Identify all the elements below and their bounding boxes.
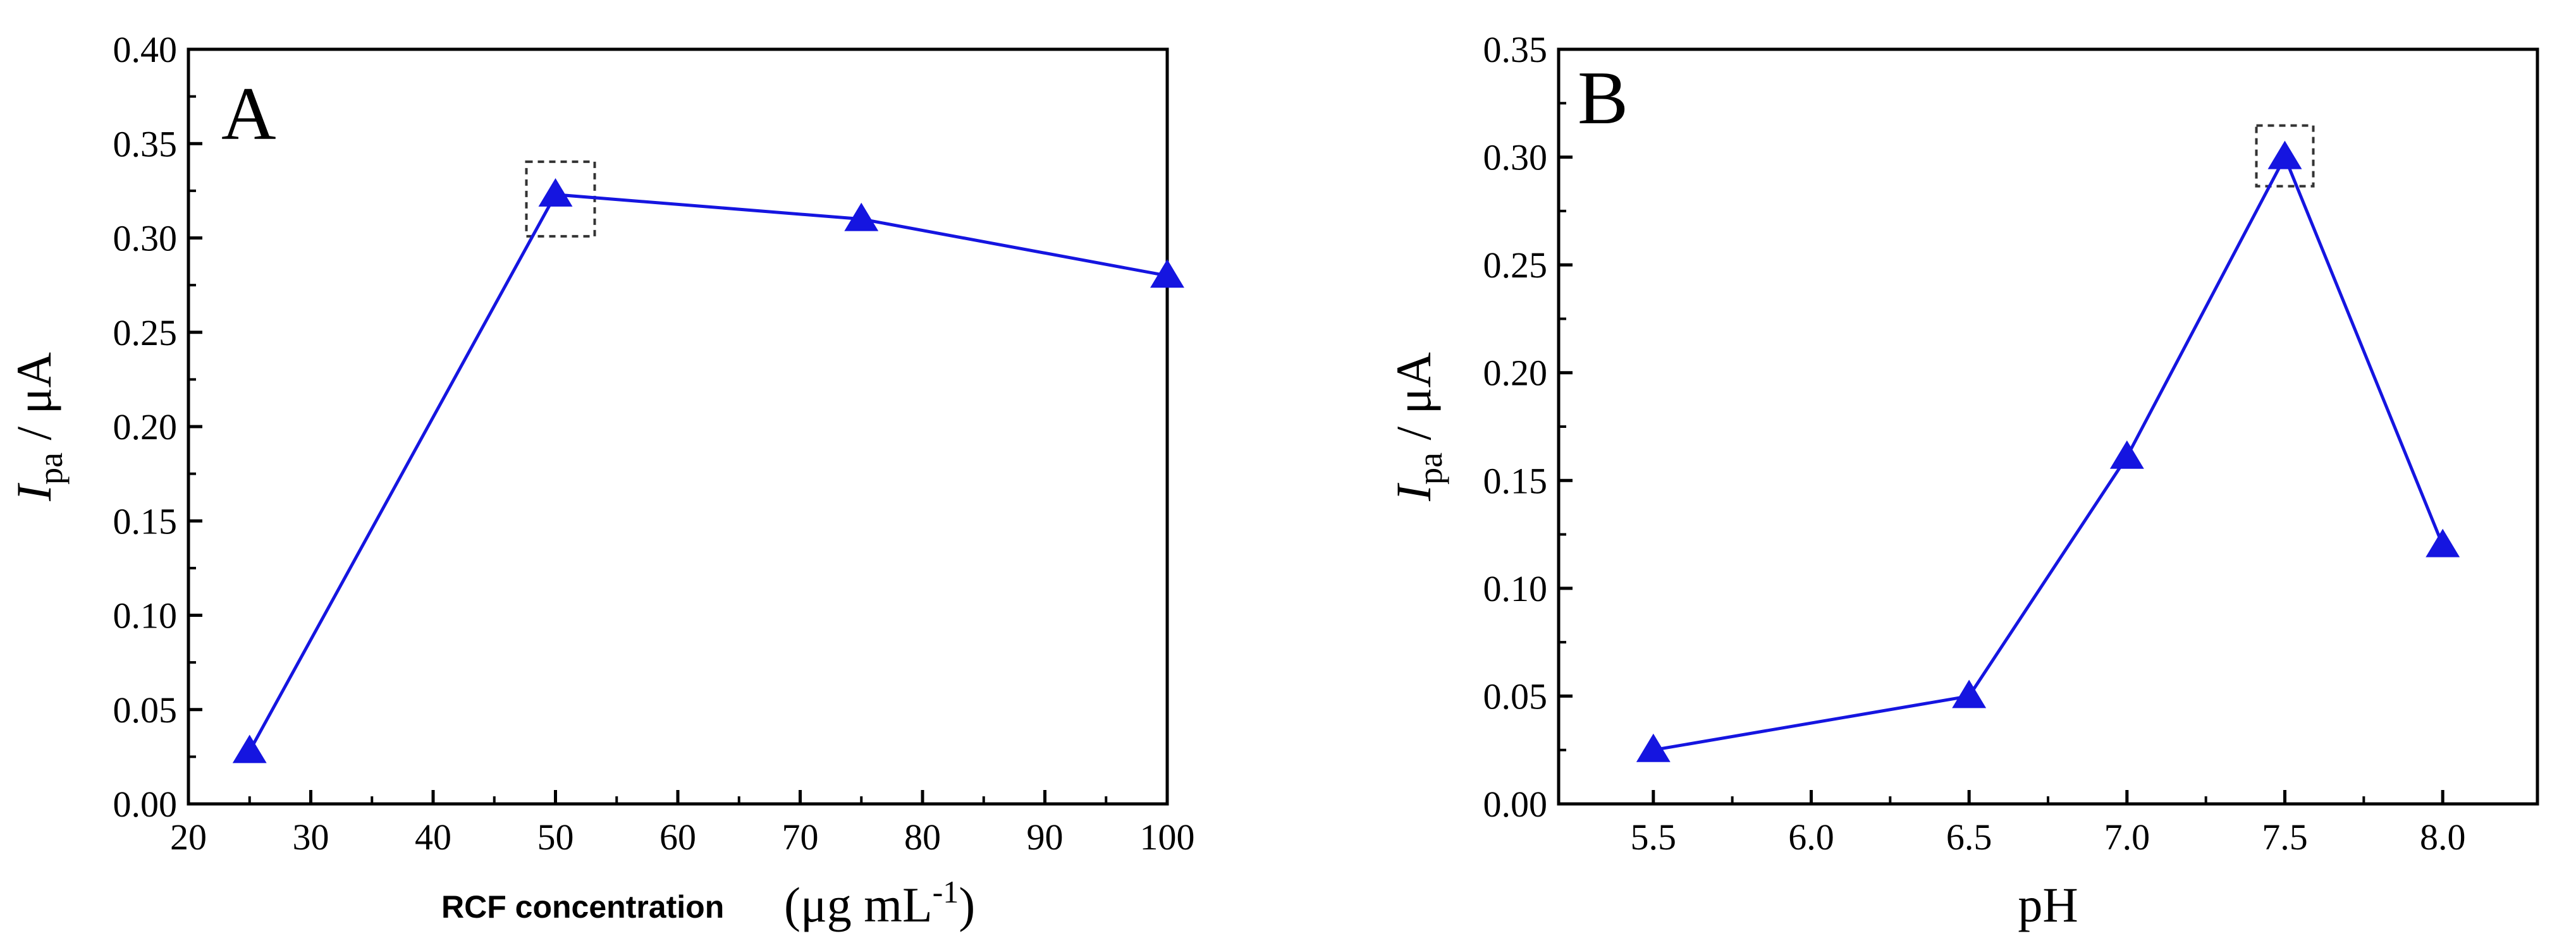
x-tick-label-a: 30 — [293, 817, 329, 858]
x-tick-label-a: 80 — [904, 817, 941, 858]
x-tick-label-b: 5.5 — [1631, 817, 1677, 858]
x-tick-label-b: 6.0 — [1788, 817, 1834, 858]
x-axis-unit-close-a: ) — [959, 877, 975, 932]
y-tick-label-a: 0.25 — [113, 312, 178, 353]
x-tick-label-a: 20 — [170, 817, 207, 858]
y-axis-unit-a: / μA — [6, 352, 61, 453]
y-axis-symbol-a: I — [6, 482, 61, 502]
x-tick-label-b: 8.0 — [2420, 817, 2466, 858]
data-point-b — [2267, 140, 2302, 169]
y-tick-label-b: 0.10 — [1483, 568, 1548, 609]
y-tick-label-a: 0.15 — [113, 501, 178, 542]
x-axis-unit-open-a: (μg mL — [784, 877, 933, 932]
y-tick-label-a: 0.05 — [113, 690, 178, 731]
x-tick-label-a: 100 — [1140, 817, 1195, 858]
y-tick-label-b: 0.15 — [1483, 460, 1548, 501]
y-axis-subscript-b: pa — [1411, 453, 1449, 485]
svg-text:(μg mL-1): (μg mL-1) — [784, 874, 975, 932]
series-line-a — [248, 193, 1168, 752]
y-tick-label-b: 0.30 — [1483, 137, 1548, 178]
chart-panel-a: 0.00 0.05 0.10 0.15 0.20 0.25 0.30 0.35 0.40 20 30… — [6, 29, 1195, 932]
data-point-b — [2426, 528, 2460, 557]
ticks-b: 0.00 0.05 0.10 0.15 0.20 0.25 0.30 0.35 5.5 6.0 6.… — [1483, 29, 2466, 858]
data-point-a — [844, 202, 879, 231]
series-a — [232, 160, 1184, 763]
y-tick-label-b: 0.35 — [1483, 29, 1548, 70]
y-tick-label-a: 0.10 — [113, 595, 178, 636]
data-point-a — [538, 178, 573, 207]
plot-frame-b — [1557, 47, 2539, 806]
y-axis-symbol-b: I — [1386, 482, 1441, 502]
series-b — [1636, 124, 2460, 762]
x-tick-label-b: 6.5 — [1946, 817, 1992, 858]
plot-frame-a — [187, 47, 1169, 806]
ticks-a: 0.00 0.05 0.10 0.15 0.20 0.25 0.30 0.35 0.40 20 30… — [113, 29, 1195, 858]
panel-label-b: B — [1578, 56, 1628, 140]
x-axis-unit-sup-a: -1 — [933, 874, 959, 909]
y-tick-label-b: 0.00 — [1483, 784, 1548, 825]
y-axis-unit-b: / μA — [1386, 352, 1441, 453]
data-point-b — [1952, 679, 1987, 708]
y-tick-label-b: 0.25 — [1483, 245, 1548, 286]
x-tick-label-a: 90 — [1027, 817, 1064, 858]
x-tick-label-a: 70 — [782, 817, 819, 858]
y-tick-label-a: 0.00 — [113, 784, 178, 825]
svg-text:Ipa / μA: Ipa / μA — [1386, 352, 1449, 502]
data-point-a — [1150, 259, 1184, 288]
optimum-highlight-box-b — [2255, 124, 2315, 188]
panel-label-a: A — [221, 71, 276, 155]
y-tick-label-b: 0.05 — [1483, 676, 1548, 717]
series-line-b — [1653, 153, 2444, 752]
chart-panel-b: 0.00 0.05 0.10 0.15 0.20 0.25 0.30 0.35 5.5 6.0 6.… — [1386, 29, 2539, 932]
y-tick-label-a: 0.40 — [113, 29, 178, 70]
x-tick-label-b: 7.0 — [2104, 817, 2150, 858]
y-axis-title-b: Ipa / μA — [1386, 352, 1449, 502]
x-tick-label-a: 60 — [659, 817, 696, 858]
y-axis-subscript-a: pa — [32, 453, 70, 485]
y-tick-label-a: 0.20 — [113, 406, 178, 447]
y-axis-title-a: Ipa / μA — [6, 352, 70, 502]
data-point-b — [2109, 440, 2144, 469]
x-axis-title-b: pH — [2018, 877, 2078, 932]
x-axis-prefix-a: RCF concentration — [441, 889, 724, 925]
y-tick-label-b: 0.20 — [1483, 353, 1548, 394]
y-tick-label-a: 0.35 — [113, 123, 178, 164]
data-point-b — [1636, 733, 1671, 762]
y-tick-label-a: 0.30 — [113, 218, 178, 259]
x-tick-label-b: 7.5 — [2262, 817, 2308, 858]
x-tick-label-a: 50 — [537, 817, 574, 858]
svg-text:Ipa / μA: Ipa / μA — [6, 352, 70, 502]
data-point-a — [232, 734, 267, 763]
x-axis-title-a: RCF concentration (μg mL-1) — [441, 874, 975, 932]
x-tick-label-a: 40 — [415, 817, 451, 858]
